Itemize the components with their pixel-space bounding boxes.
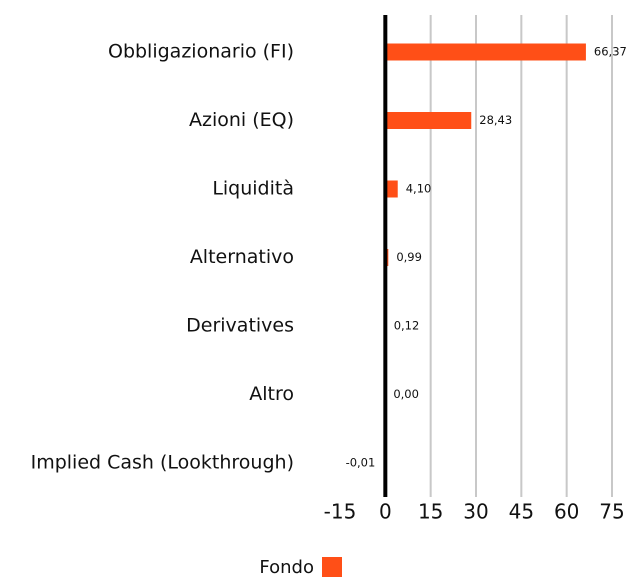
value-label: 4,10: [406, 182, 432, 196]
category-label: Obbligazionario (FI): [108, 41, 294, 63]
bar: [385, 43, 586, 61]
legend-label: Fondo: [259, 557, 314, 578]
x-tick-label: -15: [324, 500, 357, 524]
category-label: Altro: [249, 383, 294, 405]
x-tick-label: 60: [554, 500, 579, 524]
category-label: Alternativo: [190, 246, 294, 268]
value-label: 0,00: [393, 387, 419, 401]
x-tick-label: 15: [418, 500, 443, 524]
x-tick-label: 45: [509, 500, 534, 524]
x-tick-label: 75: [599, 500, 624, 524]
category-label: Derivatives: [186, 315, 294, 337]
x-tick-label: 30: [463, 500, 488, 524]
category-label: Liquidità: [212, 178, 294, 200]
category-label: Azioni (EQ): [189, 109, 294, 131]
category-label: Implied Cash (Lookthrough): [31, 452, 294, 474]
value-label: 28,43: [479, 113, 512, 127]
value-label: 0,12: [394, 319, 420, 333]
x-tick-label: 0: [379, 500, 392, 524]
value-label: -0,01: [346, 456, 376, 470]
bar: [385, 112, 472, 129]
legend-swatch: [322, 557, 342, 577]
bar: [385, 180, 398, 198]
value-label: 0,99: [396, 250, 422, 264]
value-label: 66,37: [594, 45, 627, 59]
